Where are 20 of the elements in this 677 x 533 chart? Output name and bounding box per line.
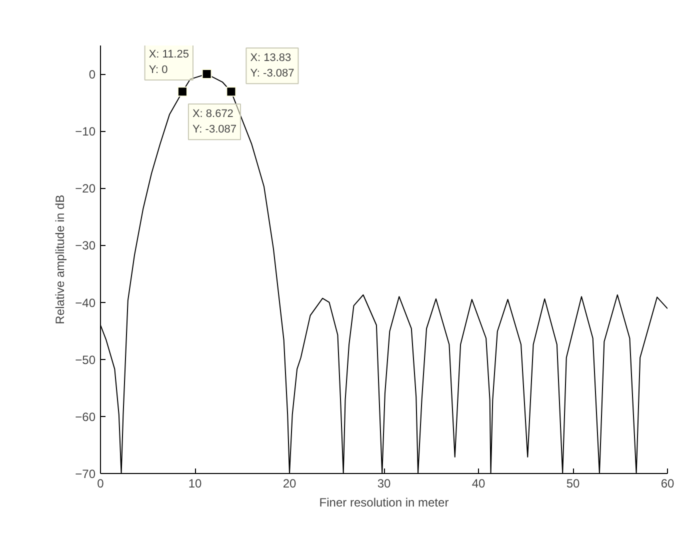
x-tick-label: 60: [660, 476, 674, 490]
x-tick-label: 40: [472, 476, 486, 490]
y-tick-label: −50: [75, 352, 96, 367]
annotation: X: 11.25 Y: 0: [148, 48, 189, 76]
x-tick-label: 50: [566, 476, 580, 490]
y-tick-label: −10: [75, 124, 96, 139]
y-tick-label: −30: [75, 238, 96, 253]
x-tick-label: 0: [97, 476, 104, 490]
y-tick-label: 0: [88, 68, 96, 82]
x-axis-title: Finer resolution in meter: [319, 496, 449, 510]
x-tick-label: 30: [377, 476, 391, 490]
y-axis-title: Relative amplitude in dB: [53, 194, 68, 324]
y-tick-label: −20: [75, 182, 96, 196]
y-tick-label: −70: [75, 467, 96, 481]
annotation: X: 13.83 Y: -3.087: [250, 52, 294, 80]
x-tick-label: 10: [188, 476, 202, 490]
y-tick-label: −40: [75, 296, 96, 310]
x-tick-label: 20: [282, 476, 296, 490]
y-tick-label: −60: [75, 410, 96, 424]
annotation: X: 8.672 Y: -3.087: [192, 108, 236, 136]
